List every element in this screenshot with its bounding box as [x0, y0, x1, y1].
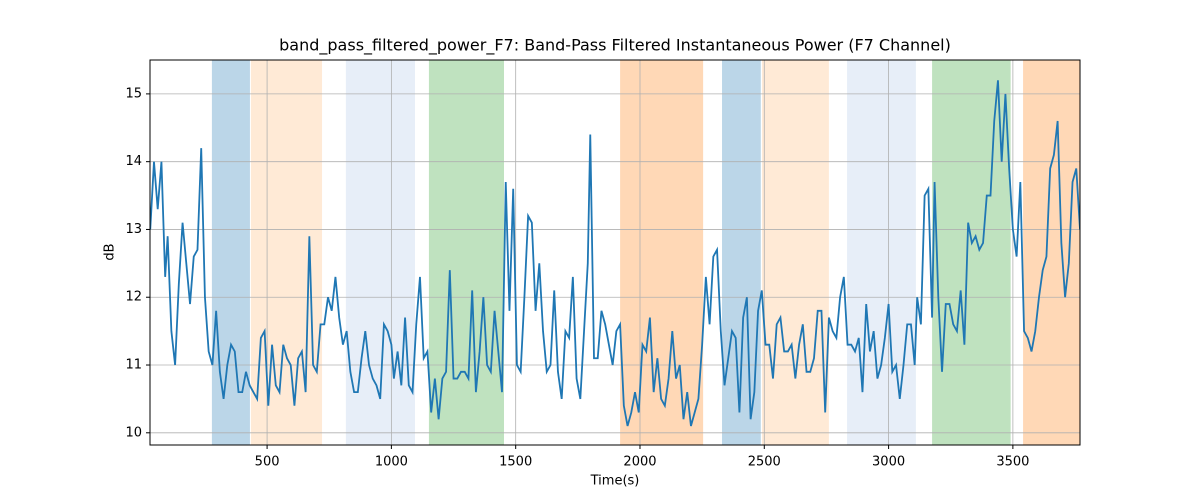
y-tick-label: 10: [125, 425, 142, 440]
y-axis-label: dB: [103, 243, 118, 260]
x-tick-label: 1500: [499, 455, 532, 470]
shaded-span: [250, 60, 323, 445]
data-line: [150, 80, 1080, 427]
x-tick-label: 3500: [996, 455, 1029, 470]
y-tick-label: 15: [125, 86, 142, 101]
x-tick-label: 3000: [872, 455, 905, 470]
y-tick-label: 12: [125, 290, 142, 305]
x-tick-label: 500: [255, 455, 280, 470]
y-tick-label: 13: [125, 222, 142, 237]
chart-title: band_pass_filtered_power_F7: Band-Pass F…: [279, 36, 951, 56]
x-tick-label: 1000: [375, 455, 408, 470]
y-tick-label: 14: [125, 154, 142, 169]
shaded-span: [211, 60, 250, 445]
shaded-span: [932, 60, 1011, 445]
shaded-span: [1023, 60, 1080, 445]
plot-frame: [149, 59, 1081, 446]
x-tick-label: 2000: [623, 455, 656, 470]
shaded-span: [762, 60, 829, 445]
shaded-span: [847, 60, 916, 445]
x-tick-label: 2500: [748, 455, 781, 470]
y-tick-label: 11: [125, 358, 142, 373]
x-axis-label: Time(s): [590, 474, 640, 489]
shaded-span: [620, 60, 704, 445]
shaded-span: [428, 60, 505, 445]
